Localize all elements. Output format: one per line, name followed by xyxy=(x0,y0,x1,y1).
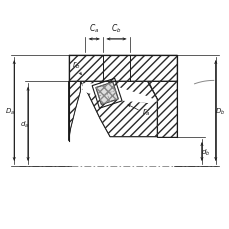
Text: $r_a$: $r_a$ xyxy=(141,106,149,117)
Polygon shape xyxy=(80,82,157,137)
Text: $d_b$: $d_b$ xyxy=(200,147,210,157)
Polygon shape xyxy=(95,83,118,105)
Polygon shape xyxy=(82,84,157,104)
Text: $D_b$: $D_b$ xyxy=(214,106,224,116)
Polygon shape xyxy=(68,55,177,82)
Text: $C_b$: $C_b$ xyxy=(111,22,121,35)
Polygon shape xyxy=(68,82,80,141)
Text: $C_a$: $C_a$ xyxy=(89,22,99,35)
Polygon shape xyxy=(147,82,177,137)
Text: $r_b$: $r_b$ xyxy=(72,59,80,70)
Text: $d_a$: $d_a$ xyxy=(19,119,29,129)
Text: $D_a$: $D_a$ xyxy=(5,106,15,116)
